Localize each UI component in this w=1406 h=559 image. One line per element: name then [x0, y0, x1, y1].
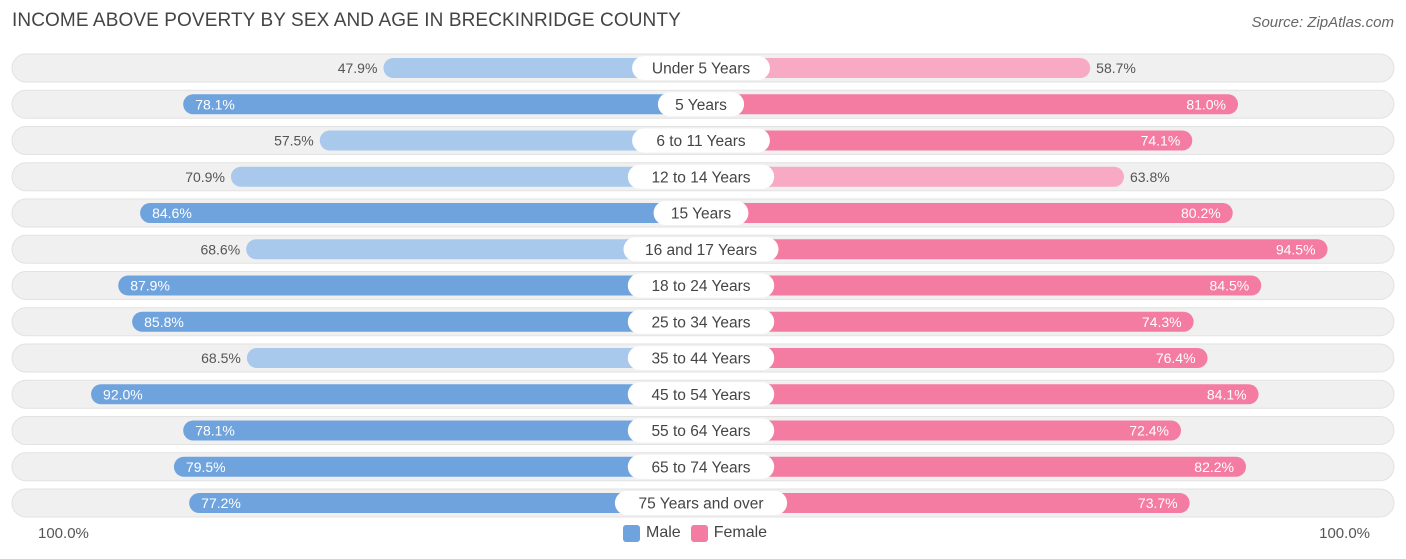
category-pill	[627, 309, 775, 334]
category-label: 6 to 11 Years	[656, 133, 746, 150]
female-value-label: 72.4%	[1129, 423, 1169, 439]
female-value-label: 76.4%	[1156, 350, 1196, 366]
male-value-label: 85.8%	[144, 314, 184, 330]
male-value-label: 87.9%	[130, 278, 170, 294]
bar-female	[701, 384, 1259, 405]
category-pill	[627, 418, 775, 443]
category-pill	[657, 92, 745, 117]
male-value-label: 57.5%	[274, 133, 314, 149]
axis-left-label: 100.0%	[38, 525, 89, 542]
category-pill	[623, 237, 779, 262]
bar-female	[701, 456, 1246, 477]
category-pill	[627, 382, 775, 407]
bar-male	[383, 58, 701, 78]
bar-male	[189, 493, 701, 513]
bar-male	[230, 166, 702, 187]
bar-male	[183, 94, 701, 115]
male-value-label: 84.6%	[152, 205, 192, 221]
male-value-label: 92.0%	[103, 386, 143, 402]
female-value-label: 74.1%	[1141, 133, 1181, 149]
male-value-label: 68.5%	[201, 350, 241, 366]
bar-female	[701, 58, 1091, 78]
female-value-label: 63.8%	[1130, 169, 1170, 185]
category-pill	[632, 128, 770, 153]
category-pill	[632, 56, 770, 80]
bar-male	[118, 275, 701, 296]
legend-swatch-female	[690, 524, 708, 542]
legend-item-female[interactable]: Female	[690, 524, 768, 542]
female-value-label: 80.2%	[1181, 205, 1221, 221]
female-value-label: 74.3%	[1142, 314, 1182, 330]
legend-swatch-male	[623, 524, 640, 542]
category-label: 45 to 54 Years	[651, 387, 750, 404]
bar-female	[701, 493, 1190, 513]
bar-female	[701, 348, 1208, 368]
category-pill	[627, 273, 775, 298]
category-label: 15 Years	[671, 206, 732, 223]
source-note: Source: ZipAtlas.com	[1251, 14, 1394, 31]
category-label: Under 5 Years	[652, 61, 750, 78]
category-label: 55 to 64 Years	[651, 423, 750, 440]
bar-female	[701, 166, 1124, 187]
bar-female	[701, 203, 1233, 223]
female-value-label: 81.0%	[1186, 96, 1226, 112]
legend-label-female: Female	[713, 524, 768, 541]
category-pill	[627, 346, 775, 370]
bar-male	[173, 456, 702, 477]
legend: Male Female	[623, 524, 777, 542]
bar-female	[701, 94, 1239, 115]
category-pill	[627, 454, 775, 479]
bar-female	[701, 130, 1193, 151]
bar-female	[701, 311, 1194, 332]
category-label: 5 Years	[675, 97, 727, 114]
bar-male	[140, 203, 702, 223]
female-value-label: 94.5%	[1276, 241, 1316, 257]
bar-female	[701, 420, 1182, 441]
bar-female	[701, 239, 1328, 260]
category-label: 18 to 24 Years	[651, 278, 750, 295]
female-value-label: 58.7%	[1096, 60, 1136, 76]
legend-label-male: Male	[646, 524, 681, 541]
male-value-label: 78.1%	[195, 96, 235, 112]
bar-male	[319, 130, 701, 151]
bar-male	[132, 311, 701, 332]
female-value-label: 82.2%	[1194, 459, 1234, 475]
male-value-label: 70.9%	[185, 169, 225, 185]
axis-right-label: 100.0%	[1319, 525, 1370, 542]
category-label: 16 and 17 Years	[645, 242, 757, 259]
female-value-label: 84.5%	[1210, 278, 1250, 294]
category-label: 75 Years and over	[639, 496, 764, 513]
male-value-label: 78.1%	[195, 423, 235, 439]
category-label: 65 to 74 Years	[651, 459, 750, 476]
category-pill	[614, 491, 788, 515]
bar-male	[246, 239, 701, 260]
bar-male	[91, 384, 702, 405]
male-value-label: 79.5%	[186, 459, 226, 475]
male-value-label: 47.9%	[338, 60, 378, 76]
female-value-label: 84.1%	[1207, 386, 1247, 402]
female-value-label: 73.7%	[1138, 495, 1178, 511]
chart-title: INCOME ABOVE POVERTY BY SEX AND AGE IN B…	[12, 10, 681, 31]
category-pill	[653, 201, 749, 225]
category-label: 12 to 14 Years	[651, 169, 750, 186]
category-label: 25 to 34 Years	[651, 314, 750, 331]
bar-male	[246, 348, 701, 368]
bar-male	[183, 420, 701, 441]
male-value-label: 77.2%	[201, 495, 241, 511]
bar-female	[701, 275, 1262, 296]
legend-item-male[interactable]: Male	[623, 524, 681, 542]
category-label: 35 to 44 Years	[651, 351, 750, 368]
category-pill	[627, 164, 775, 189]
male-value-label: 68.6%	[200, 241, 240, 257]
